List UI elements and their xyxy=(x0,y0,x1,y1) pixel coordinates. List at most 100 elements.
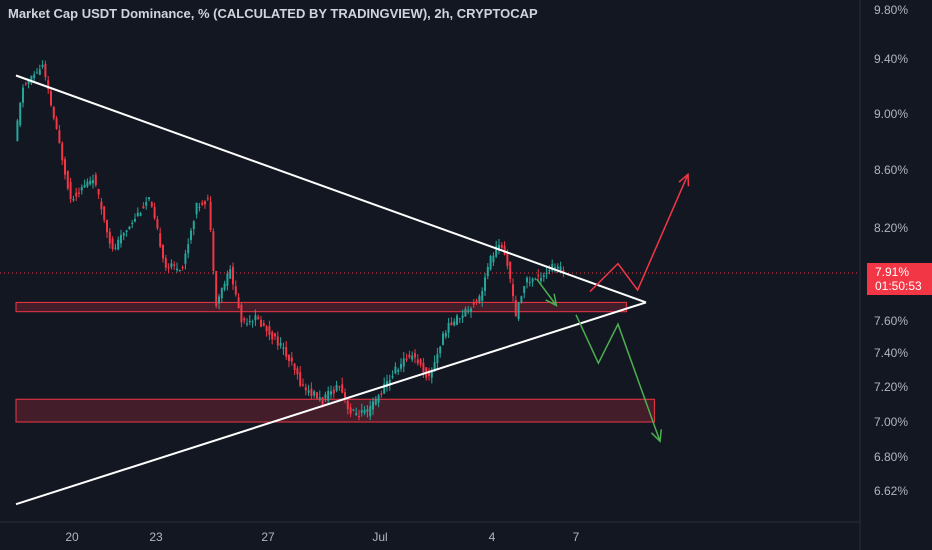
candle-body xyxy=(436,354,439,364)
candle-body xyxy=(282,347,285,349)
candle-body xyxy=(486,266,489,277)
candle-body xyxy=(33,74,36,79)
y-tick-label: 7.20% xyxy=(874,380,908,394)
candle-body xyxy=(439,346,442,354)
candle-body xyxy=(330,391,332,395)
candle-body xyxy=(89,180,92,185)
candle-body xyxy=(92,180,94,184)
candle-body xyxy=(302,384,304,386)
candle-body xyxy=(150,202,153,207)
candle-body xyxy=(41,64,44,67)
candle-body xyxy=(262,323,265,326)
candle-body xyxy=(94,174,97,186)
candle-body xyxy=(103,206,106,220)
short-pullback xyxy=(536,278,558,306)
y-tick-label: 7.40% xyxy=(874,346,908,360)
candle-body xyxy=(523,286,526,293)
candle-body xyxy=(117,239,120,250)
candle-body xyxy=(139,213,142,216)
candle-body xyxy=(75,192,78,197)
candle-body xyxy=(142,206,145,209)
candle-body xyxy=(251,321,254,323)
candle-body xyxy=(444,332,447,337)
candle-body xyxy=(106,220,108,233)
candle-body xyxy=(344,392,346,400)
candle-body xyxy=(528,282,531,284)
candle-body xyxy=(520,296,523,303)
candle-body xyxy=(478,296,481,302)
candle-body xyxy=(156,219,159,229)
candle-body xyxy=(495,246,498,257)
ascending-support xyxy=(15,301,647,506)
candle-body xyxy=(514,300,517,317)
candle-body xyxy=(173,264,176,266)
bearish-scenario-arrowhead xyxy=(650,429,663,443)
candle-body xyxy=(164,258,167,268)
candle-body xyxy=(204,200,206,205)
candle-body xyxy=(44,64,47,77)
candle-body xyxy=(55,118,58,129)
candle-body xyxy=(394,366,397,374)
candle-body xyxy=(47,80,50,90)
candle-body xyxy=(232,266,234,285)
candle-body xyxy=(475,300,478,303)
upper-support-zone xyxy=(15,301,627,313)
candle-body xyxy=(556,266,559,269)
candle-body xyxy=(335,385,338,391)
candle-body xyxy=(122,233,125,236)
x-tick-label: 4 xyxy=(489,530,496,544)
candle-body xyxy=(408,354,411,358)
candle-body xyxy=(332,389,335,394)
candle-body xyxy=(500,244,503,248)
candle-body xyxy=(38,69,41,75)
candle-body xyxy=(551,264,554,271)
x-tick-label: Jul xyxy=(372,530,387,544)
candle-body xyxy=(201,202,204,205)
candle-body xyxy=(467,309,470,311)
candle-body xyxy=(380,393,383,395)
candle-body xyxy=(447,322,450,333)
candle-body xyxy=(506,252,509,266)
bullish-scenario xyxy=(589,174,689,293)
candle-body xyxy=(83,184,86,188)
candle-body xyxy=(265,326,268,332)
candle-body xyxy=(411,355,414,360)
candle-body xyxy=(50,91,52,106)
candle-body xyxy=(176,268,178,271)
current-price-badge: 7.91% 01:50:53 xyxy=(867,263,932,295)
candle-body xyxy=(16,120,19,141)
y-tick-label: 7.60% xyxy=(874,314,908,328)
x-tick-label: 7 xyxy=(573,530,580,544)
candle-body xyxy=(338,386,341,388)
candle-body xyxy=(346,400,349,410)
candle-body xyxy=(318,397,321,400)
candle-body xyxy=(237,297,240,309)
candle-body xyxy=(243,318,246,321)
candle-body xyxy=(358,415,360,417)
candle-body xyxy=(148,197,150,200)
short-pullback-arrowhead xyxy=(545,293,558,307)
candle-body xyxy=(86,181,89,187)
y-tick-label: 9.00% xyxy=(874,107,908,121)
candle-body xyxy=(489,255,492,270)
candle-body xyxy=(248,320,251,322)
candle-body xyxy=(383,383,386,394)
candle-body xyxy=(456,315,458,325)
candle-body xyxy=(223,283,226,290)
candle-body xyxy=(36,72,38,74)
candle-body xyxy=(30,75,33,84)
candle-body xyxy=(422,362,425,373)
candle-body xyxy=(363,410,366,414)
candle-body xyxy=(108,231,111,244)
candle-body xyxy=(388,379,391,386)
candle-body xyxy=(391,376,394,378)
y-tick-label: 9.80% xyxy=(874,3,908,17)
candle-body xyxy=(430,371,433,378)
candle-body xyxy=(274,333,276,337)
y-tick-label: 8.60% xyxy=(874,163,908,177)
candle-body xyxy=(72,199,75,201)
candle-body xyxy=(537,275,540,277)
candle-body xyxy=(276,336,279,346)
